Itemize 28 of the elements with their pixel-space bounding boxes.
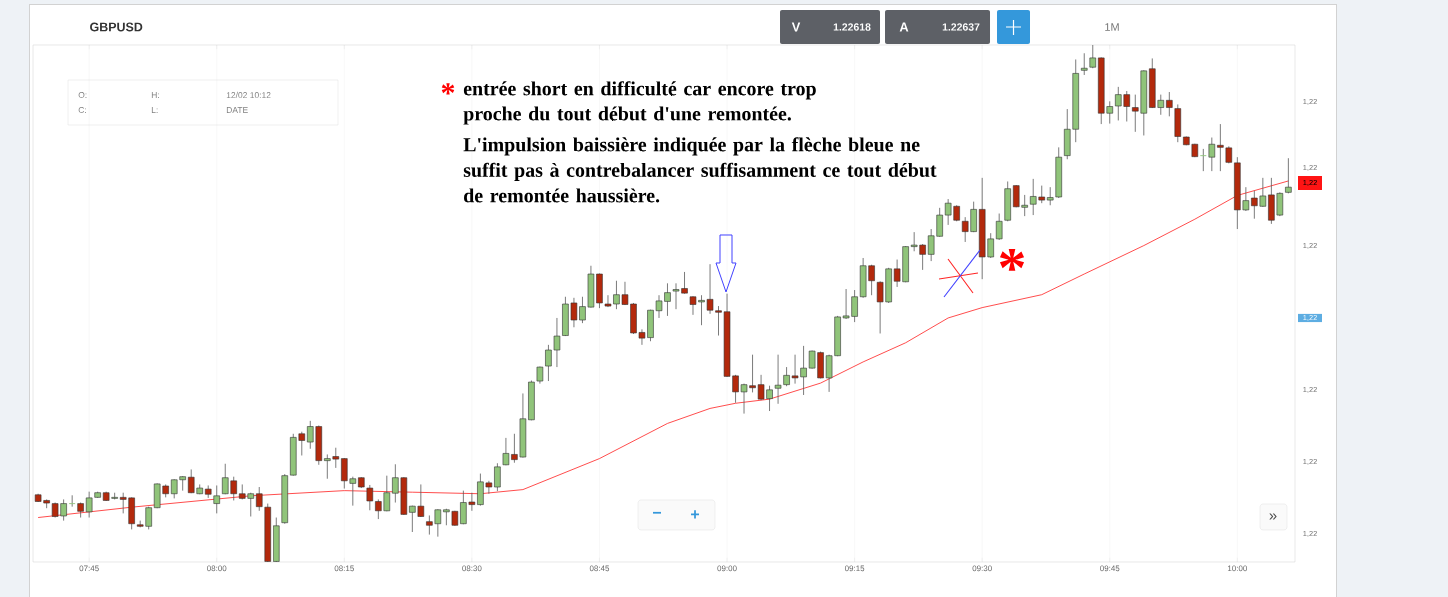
annotation: DATE (226, 107, 248, 113)
annotation: entrée short en difficulté car encore trop proche du tout début d'une remontée. (463, 81, 816, 125)
candlestick (774, 354, 782, 405)
annotation: * (999, 248, 1025, 271)
annotation: O: (78, 92, 87, 98)
candlestick (255, 486, 263, 512)
annotation: − (653, 511, 662, 514)
candlestick (1080, 52, 1088, 76)
text: 1.22618 (833, 23, 871, 31)
text: 1.22637 (942, 23, 980, 31)
candlestick (1285, 157, 1292, 194)
text: A (899, 22, 909, 32)
annotation: 12/02 10:12 (226, 91, 271, 99)
candlestick (494, 462, 501, 492)
annotation: L'impulsion baissière indiquée par la flèche bleue ne suffit pas à contrebalancer suffisamment ce tout début de remontée haussière. (463, 137, 937, 203)
annotation: » (1269, 513, 1277, 520)
annotation: + (691, 510, 700, 519)
chart-title: GBPUSD (90, 22, 143, 32)
text: 1M (1105, 23, 1119, 31)
annotation: C: (78, 107, 86, 113)
text: V (791, 22, 801, 32)
candlestick (213, 485, 220, 514)
candlestick (1208, 137, 1216, 172)
candlestick (1166, 91, 1173, 117)
annotation: H: (151, 92, 159, 98)
candlestick (995, 213, 1003, 241)
annotation: * (441, 83, 455, 95)
annotation: L: (151, 107, 158, 113)
